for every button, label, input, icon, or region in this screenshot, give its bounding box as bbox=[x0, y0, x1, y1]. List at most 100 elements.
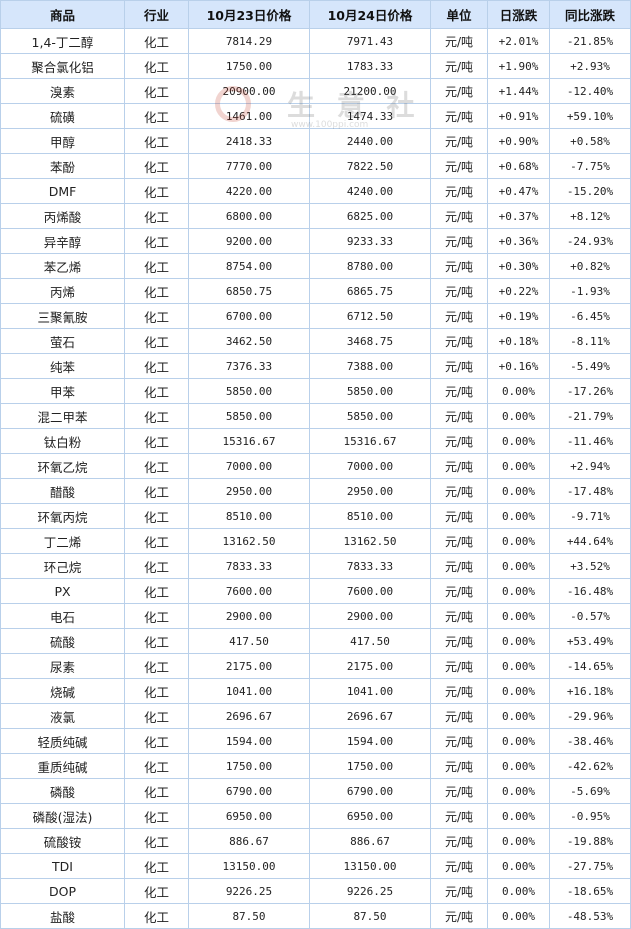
product-name-link[interactable]: DMF bbox=[0, 178, 125, 204]
product-name-link[interactable]: 异辛醇 bbox=[0, 228, 125, 254]
yoy-change-cell: -21.79% bbox=[549, 403, 631, 429]
product-name-link[interactable]: 环氧乙烷 bbox=[0, 453, 125, 479]
product-name-link[interactable]: 聚合氯化铝 bbox=[0, 53, 125, 79]
industry-cell: 化工 bbox=[124, 653, 189, 679]
price-oct23-cell: 2950.00 bbox=[188, 478, 310, 504]
product-name-link[interactable]: 1,4-丁二醇 bbox=[0, 28, 125, 54]
industry-cell: 化工 bbox=[124, 453, 189, 479]
product-name-link[interactable]: 纯苯 bbox=[0, 353, 125, 379]
table-row: 钛白粉 化工 15316.67 15316.67 元/吨 0.00% -11.46% bbox=[0, 428, 631, 454]
industry-cell: 化工 bbox=[124, 428, 189, 454]
daily-change-cell: +0.47% bbox=[487, 178, 550, 204]
yoy-change-cell: -8.11% bbox=[549, 328, 631, 354]
product-name-link[interactable]: 液氯 bbox=[0, 703, 125, 729]
unit-cell: 元/吨 bbox=[430, 703, 488, 729]
daily-change-cell: +0.36% bbox=[487, 228, 550, 254]
unit-cell: 元/吨 bbox=[430, 628, 488, 654]
product-name-link[interactable]: 三聚氰胺 bbox=[0, 303, 125, 329]
product-name-link[interactable]: 甲醇 bbox=[0, 128, 125, 154]
yoy-change-cell: -0.95% bbox=[549, 803, 631, 829]
daily-change-cell: +0.90% bbox=[487, 128, 550, 154]
price-oct24-cell: 7000.00 bbox=[309, 453, 431, 479]
header-price-oct24: 10月24日价格 bbox=[309, 0, 431, 29]
unit-cell: 元/吨 bbox=[430, 653, 488, 679]
unit-cell: 元/吨 bbox=[430, 478, 488, 504]
price-oct24-cell: 5850.00 bbox=[309, 403, 431, 429]
industry-cell: 化工 bbox=[124, 553, 189, 579]
yoy-change-cell: -5.69% bbox=[549, 778, 631, 804]
yoy-change-cell: -42.62% bbox=[549, 753, 631, 779]
daily-change-cell: 0.00% bbox=[487, 828, 550, 854]
table-row: 磷酸(湿法) 化工 6950.00 6950.00 元/吨 0.00% -0.95% bbox=[0, 803, 631, 829]
product-name-link[interactable]: 盐酸 bbox=[0, 903, 125, 929]
unit-cell: 元/吨 bbox=[430, 78, 488, 104]
daily-change-cell: 0.00% bbox=[487, 503, 550, 529]
unit-cell: 元/吨 bbox=[430, 328, 488, 354]
industry-cell: 化工 bbox=[124, 903, 189, 929]
price-oct23-cell: 1750.00 bbox=[188, 53, 310, 79]
daily-change-cell: 0.00% bbox=[487, 903, 550, 929]
industry-cell: 化工 bbox=[124, 703, 189, 729]
price-oct23-cell: 886.67 bbox=[188, 828, 310, 854]
price-oct23-cell: 6700.00 bbox=[188, 303, 310, 329]
price-oct24-cell: 4240.00 bbox=[309, 178, 431, 204]
daily-change-cell: 0.00% bbox=[487, 778, 550, 804]
daily-change-cell: +0.18% bbox=[487, 328, 550, 354]
daily-change-cell: +0.22% bbox=[487, 278, 550, 304]
table-row: 1,4-丁二醇 化工 7814.29 7971.43 元/吨 +2.01% -21.85% bbox=[0, 28, 631, 54]
unit-cell: 元/吨 bbox=[430, 353, 488, 379]
yoy-change-cell: -17.26% bbox=[549, 378, 631, 404]
industry-cell: 化工 bbox=[124, 253, 189, 279]
unit-cell: 元/吨 bbox=[430, 278, 488, 304]
product-name-link[interactable]: PX bbox=[0, 578, 125, 604]
price-oct23-cell: 2175.00 bbox=[188, 653, 310, 679]
product-name-link[interactable]: TDI bbox=[0, 853, 125, 879]
price-oct24-cell: 1474.33 bbox=[309, 103, 431, 129]
header-unit: 单位 bbox=[430, 0, 488, 29]
product-name-link[interactable]: 硫酸铵 bbox=[0, 828, 125, 854]
yoy-change-cell: -38.46% bbox=[549, 728, 631, 754]
product-name-link[interactable]: 丙烯酸 bbox=[0, 203, 125, 229]
product-name-link[interactable]: 苯乙烯 bbox=[0, 253, 125, 279]
product-name-link[interactable]: 环己烷 bbox=[0, 553, 125, 579]
product-name-link[interactable]: 硫磺 bbox=[0, 103, 125, 129]
yoy-change-cell: +0.82% bbox=[549, 253, 631, 279]
product-name-link[interactable]: 丙烯 bbox=[0, 278, 125, 304]
price-oct24-cell: 7833.33 bbox=[309, 553, 431, 579]
price-oct23-cell: 6850.75 bbox=[188, 278, 310, 304]
table-row: 烧碱 化工 1041.00 1041.00 元/吨 0.00% +16.18% bbox=[0, 678, 631, 704]
price-oct23-cell: 8510.00 bbox=[188, 503, 310, 529]
product-name-link[interactable]: 轻质纯碱 bbox=[0, 728, 125, 754]
product-name-link[interactable]: 尿素 bbox=[0, 653, 125, 679]
unit-cell: 元/吨 bbox=[430, 28, 488, 54]
unit-cell: 元/吨 bbox=[430, 753, 488, 779]
product-name-link[interactable]: 苯酚 bbox=[0, 153, 125, 179]
daily-change-cell: +0.30% bbox=[487, 253, 550, 279]
product-name-link[interactable]: 烧碱 bbox=[0, 678, 125, 704]
product-name-link[interactable]: DOP bbox=[0, 878, 125, 904]
price-oct23-cell: 9200.00 bbox=[188, 228, 310, 254]
product-name-link[interactable]: 环氧丙烷 bbox=[0, 503, 125, 529]
product-name-link[interactable]: 混二甲苯 bbox=[0, 403, 125, 429]
product-name-link[interactable]: 硫酸 bbox=[0, 628, 125, 654]
daily-change-cell: 0.00% bbox=[487, 578, 550, 604]
daily-change-cell: 0.00% bbox=[487, 378, 550, 404]
product-name-link[interactable]: 磷酸(湿法) bbox=[0, 803, 125, 829]
product-name-link[interactable]: 丁二烯 bbox=[0, 528, 125, 554]
price-oct24-cell: 5850.00 bbox=[309, 378, 431, 404]
unit-cell: 元/吨 bbox=[430, 453, 488, 479]
unit-cell: 元/吨 bbox=[430, 228, 488, 254]
price-oct24-cell: 1041.00 bbox=[309, 678, 431, 704]
price-oct23-cell: 7000.00 bbox=[188, 453, 310, 479]
price-oct23-cell: 7770.00 bbox=[188, 153, 310, 179]
product-name-link[interactable]: 甲苯 bbox=[0, 378, 125, 404]
product-name-link[interactable]: 钛白粉 bbox=[0, 428, 125, 454]
product-name-link[interactable]: 重质纯碱 bbox=[0, 753, 125, 779]
yoy-change-cell: -17.48% bbox=[549, 478, 631, 504]
product-name-link[interactable]: 醋酸 bbox=[0, 478, 125, 504]
product-name-link[interactable]: 溴素 bbox=[0, 78, 125, 104]
product-name-link[interactable]: 电石 bbox=[0, 603, 125, 629]
product-name-link[interactable]: 萤石 bbox=[0, 328, 125, 354]
header-price-oct23: 10月23日价格 bbox=[188, 0, 310, 29]
product-name-link[interactable]: 磷酸 bbox=[0, 778, 125, 804]
